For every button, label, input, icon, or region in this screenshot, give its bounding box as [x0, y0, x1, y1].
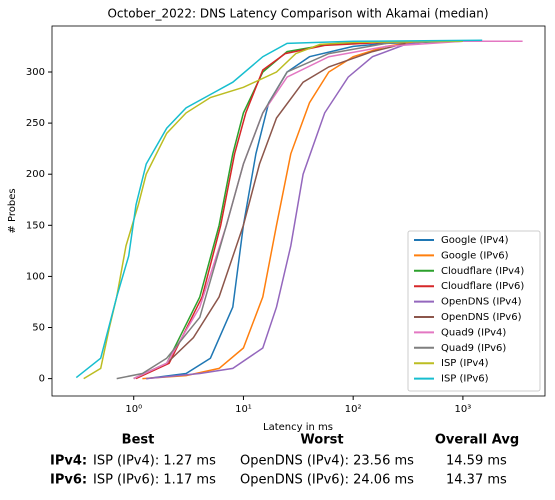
y-tick-label: 250 — [26, 118, 45, 129]
series-line — [133, 40, 406, 380]
y-tick-label: 300 — [26, 67, 45, 78]
table-cell: 14.37 ms — [446, 473, 507, 488]
row-label: IPv6: — [50, 473, 87, 488]
chart-title: October_2022: DNS Latency Comparison wit… — [107, 7, 488, 21]
x-axis-label: Latency in ms — [263, 422, 333, 433]
y-tick-label: 0 — [39, 374, 45, 385]
table-header: Worst — [300, 433, 343, 448]
series-line — [142, 40, 420, 380]
table-cell: ISP (IPv4): 1.27 ms — [93, 454, 216, 469]
legend-label: Google (IPv4) — [441, 235, 509, 246]
series-line — [75, 39, 483, 379]
table-header: Overall Avg — [435, 433, 519, 448]
legend-label: ISP (IPv6) — [441, 374, 489, 385]
table-cell: 14.59 ms — [446, 454, 507, 469]
legend-label: Google (IPv6) — [441, 250, 509, 261]
plot-frame — [51, 25, 546, 397]
series-line — [146, 40, 463, 380]
table-cell: ISP (IPv6): 1.17 ms — [93, 473, 216, 488]
table-cell: OpenDNS (IPv4): 23.56 ms — [240, 454, 414, 469]
y-tick-label: 50 — [32, 323, 45, 334]
legend-label: Cloudflare (IPv4) — [441, 266, 524, 277]
y-axis-label: # Probes — [7, 188, 18, 233]
table-cell: OpenDNS (IPv6): 24.06 ms — [240, 473, 414, 488]
legend-label: Quad9 (IPv4) — [441, 327, 506, 338]
row-label: IPv4: — [50, 454, 87, 469]
y-tick-label: 100 — [26, 271, 45, 282]
series-line — [133, 42, 406, 380]
series-line — [135, 40, 406, 380]
legend-box — [407, 230, 541, 392]
series-line — [116, 40, 420, 380]
legend-label: Quad9 (IPv6) — [441, 343, 506, 354]
summary-table: Best Worst Overall Avg IPv4: ISP (IPv4):… — [50, 433, 519, 488]
x-tick-label: 10¹ — [235, 404, 252, 415]
x-tick-label: 10³ — [455, 404, 472, 415]
x-tick-label: 10² — [345, 404, 362, 415]
y-tick-label: 200 — [26, 169, 45, 180]
x-tick-label: 10⁰ — [125, 404, 142, 415]
series-line — [83, 40, 463, 380]
legend-label: OpenDNS (IPv6) — [441, 312, 522, 323]
table-header: Best — [122, 433, 155, 448]
y-tick-label: 150 — [26, 220, 45, 231]
legend-label: OpenDNS (IPv4) — [441, 297, 522, 308]
legend-label: Cloudflare (IPv6) — [441, 281, 524, 292]
series-line — [146, 40, 430, 380]
legend-label: ISP (IPv4) — [441, 358, 489, 369]
